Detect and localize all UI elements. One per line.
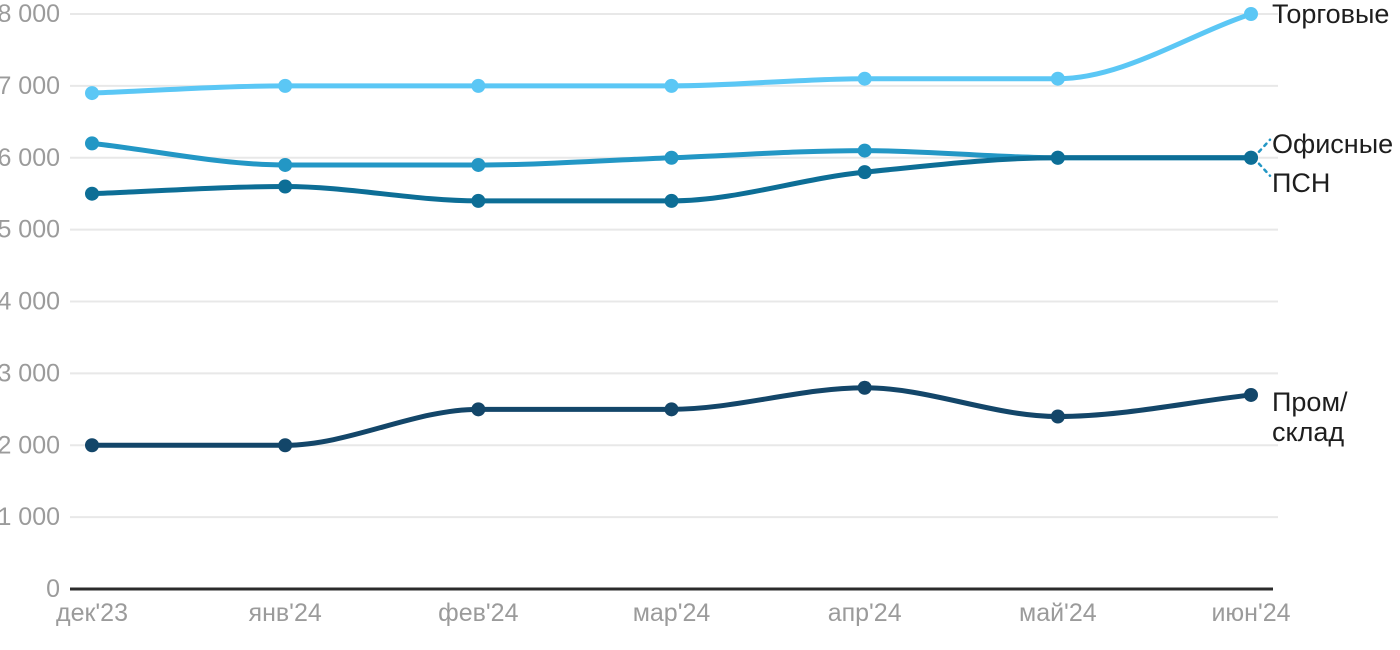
series-point-marker [1050,150,1065,165]
series-point-marker [471,78,486,93]
y-axis-tick-label: 8 000 [0,0,60,28]
y-axis-tick-label: 5 000 [0,216,60,244]
series-point-marker [664,402,679,417]
series-point-marker [85,86,99,101]
x-axis-tick-label: апр'24 [828,599,902,627]
series-point-marker [278,438,293,453]
series-label: Торговые [1272,0,1389,29]
x-axis-tick-label: дек'23 [56,599,128,627]
y-axis-tick-label: 6 000 [0,144,60,172]
series-point-marker [85,438,99,453]
x-axis-tick-label: фев'24 [438,599,518,627]
series-label-leader-line [1257,138,1272,153]
series-point-marker [1244,387,1258,402]
series-label: склад [1272,417,1344,447]
series-point-marker [471,157,486,172]
y-axis-tick-label: 1 000 [0,503,60,531]
series-point-marker [664,78,679,93]
series-label-leader-line [1257,162,1272,177]
series-point-marker [857,143,872,158]
series-label: Пром/ [1272,387,1348,417]
series-point-marker [857,380,872,395]
x-axis-tick-label: мар'24 [633,599,711,627]
series-point-marker [664,193,679,208]
series-point-marker [664,150,679,165]
series-point-marker [857,71,872,86]
series-point-marker [85,136,99,151]
series-point-marker [85,186,99,201]
x-axis-tick-label: янв'24 [249,599,322,627]
series-point-marker [1244,7,1258,21]
series-point-marker [471,402,486,417]
series-point-marker [278,78,293,93]
series-point-marker [471,193,486,208]
series-point-marker [1050,409,1065,424]
series-point-marker [1050,71,1065,86]
series-point-marker [857,165,872,180]
series-point-marker [278,179,293,194]
x-axis-tick-label: июн'24 [1211,599,1290,627]
x-axis-tick-label: май'24 [1019,599,1097,627]
series-line [89,385,1254,448]
series-label: Офисные [1272,129,1393,159]
series-point-marker [278,157,293,172]
y-axis-tick-label: 4 000 [0,288,60,316]
series-label: ПСН [1272,168,1330,198]
y-axis-tick-label: 2 000 [0,431,60,459]
y-axis-tick-label: 0 [46,575,60,603]
series-point-marker [1244,150,1258,165]
y-axis-tick-label: 7 000 [0,72,60,100]
y-axis-tick-label: 3 000 [0,359,60,387]
